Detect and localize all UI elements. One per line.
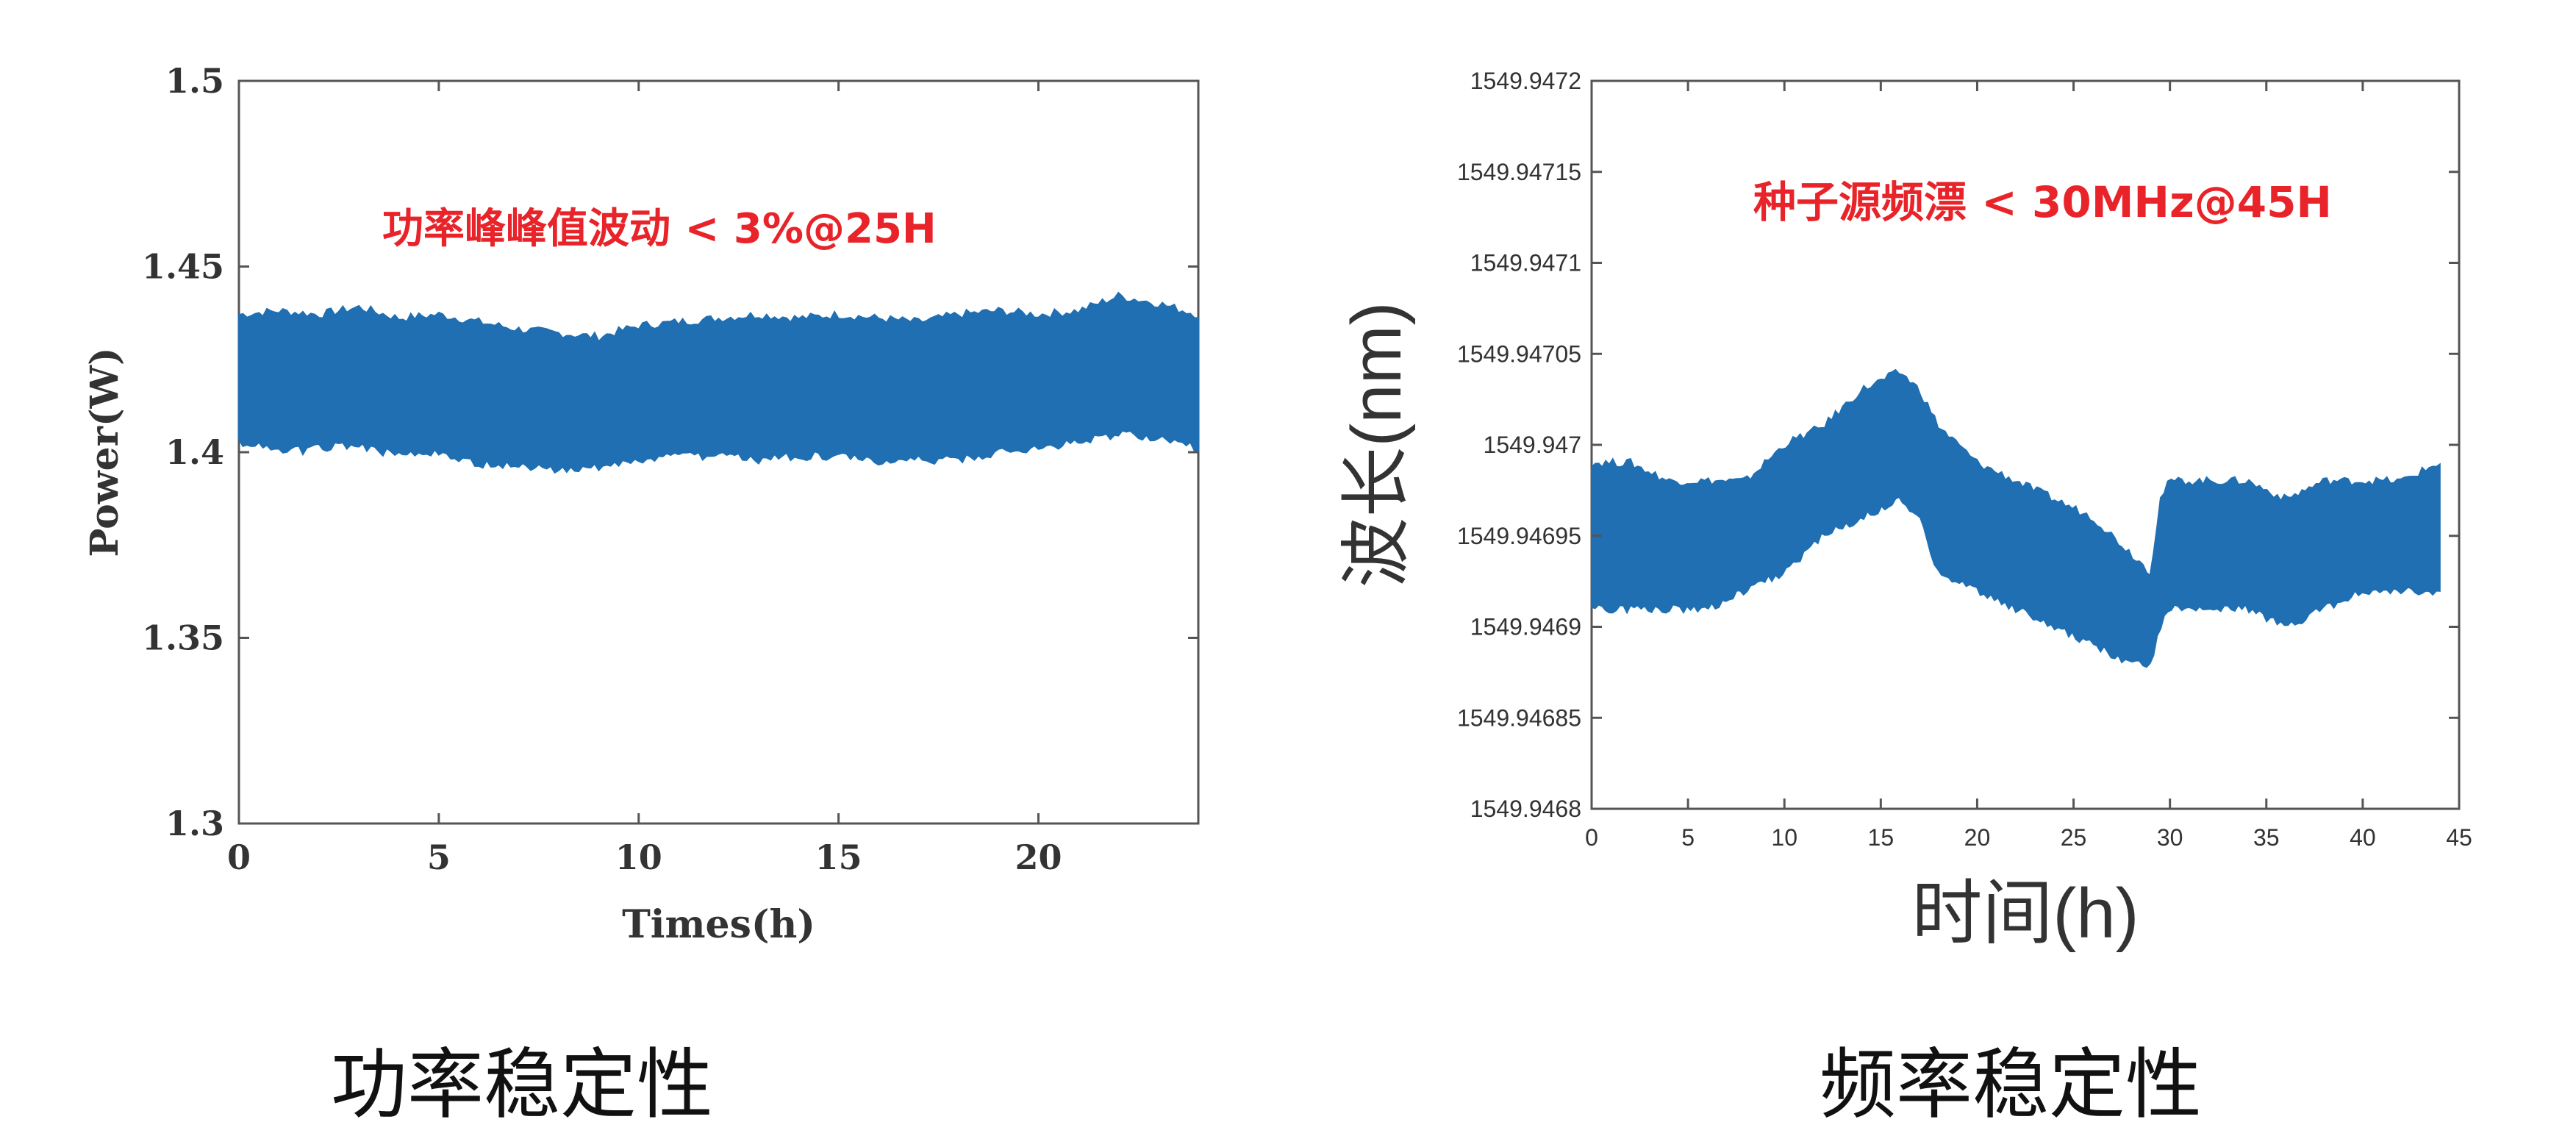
- y-tick-label: 1.45: [142, 247, 224, 287]
- y-tick-label: 1.5: [165, 61, 224, 101]
- y-tick-label: 1549.9469: [1470, 614, 1581, 640]
- x-tick-label: 25: [2061, 824, 2087, 851]
- x-tick-label: 20: [1964, 824, 1991, 851]
- y-tick-label: 1549.94715: [1457, 159, 1581, 185]
- caption-power-stability: 功率稳定性: [330, 1040, 714, 1129]
- data-band-series-1: [238, 291, 1199, 474]
- plot-frame-2: [1590, 79, 2461, 810]
- y-tick-label: 1549.94705: [1457, 340, 1581, 367]
- chart-annotation-2: 种子源频漂 < 30MHz@45H: [1753, 177, 2332, 227]
- x-tick-label: 40: [2350, 824, 2376, 851]
- x-tick-label: 15: [815, 837, 862, 877]
- y-tick-label: 1549.947: [1484, 432, 1581, 458]
- x-tick-label: 0: [1585, 824, 1598, 851]
- y-tick-label: 1.4: [165, 432, 224, 472]
- x-tick-label: 45: [2446, 824, 2472, 851]
- x-axis-label: 时间(h): [1911, 874, 2139, 953]
- x-axis-label: Times(h): [622, 902, 815, 947]
- y-tick-label: 1549.9472: [1470, 68, 1581, 94]
- x-tick-label: 5: [427, 837, 451, 877]
- y-axis-label: 波长(nm): [1337, 301, 1416, 587]
- y-tick-label: 1549.94695: [1457, 523, 1581, 549]
- y-tick-label: 1.3: [165, 804, 224, 843]
- y-tick-label: 1549.94685: [1457, 704, 1581, 731]
- caption-frequency-stability: 频率稳定性: [1819, 1040, 2203, 1129]
- x-tick-label: 5: [1681, 824, 1695, 851]
- x-tick-label: 10: [1771, 824, 1797, 851]
- chart-annotation-1: 功率峰峰值波动 < 3%@25H: [382, 205, 937, 253]
- x-tick-label: 30: [2157, 824, 2183, 851]
- y-tick-label: 1549.9471: [1470, 250, 1581, 276]
- x-tick-label: 10: [615, 837, 662, 877]
- x-tick-label: 35: [2253, 824, 2280, 851]
- y-axis-label: Power(W): [82, 347, 127, 557]
- x-tick-label: 20: [1015, 837, 1062, 877]
- y-tick-label: 1549.9468: [1470, 796, 1581, 822]
- x-tick-label: 15: [1868, 824, 1895, 851]
- y-tick-label: 1.35: [142, 618, 224, 658]
- data-band-series-2: [1591, 368, 2441, 668]
- x-tick-label: 0: [227, 837, 251, 877]
